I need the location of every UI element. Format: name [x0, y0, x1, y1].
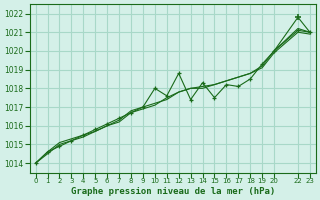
X-axis label: Graphe pression niveau de la mer (hPa): Graphe pression niveau de la mer (hPa) [71, 187, 275, 196]
